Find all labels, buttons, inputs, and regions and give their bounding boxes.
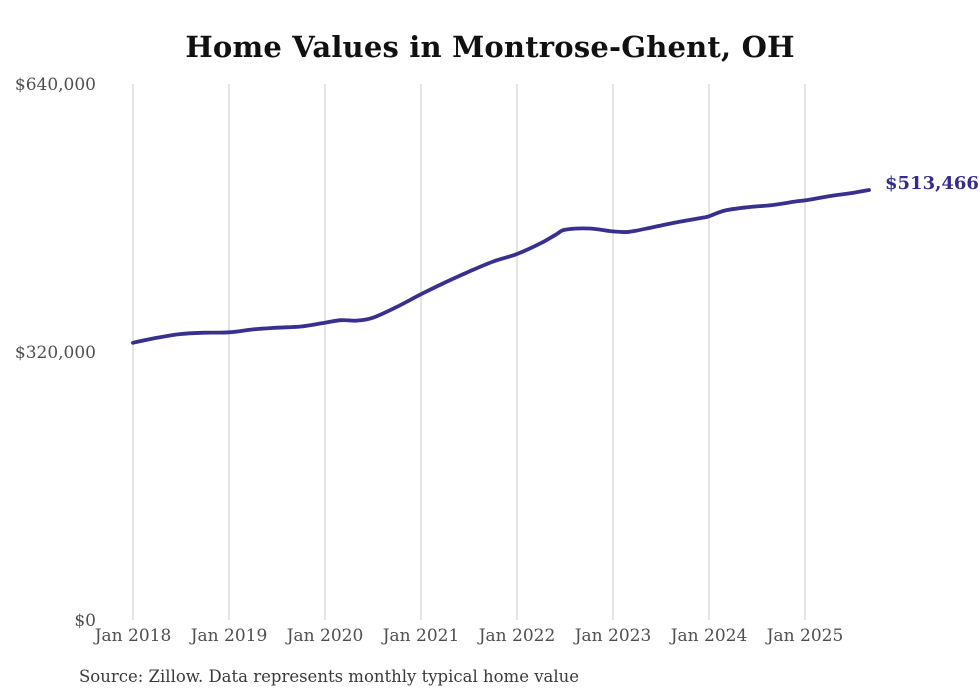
y-tick-label: $0 (74, 611, 96, 631)
x-tick-label: Jan 2024 (669, 626, 748, 646)
home-value-line (131, 188, 871, 345)
y-tick-label: $640,000 (15, 75, 96, 95)
x-tick-label: Jan 2018 (93, 626, 172, 646)
chart-svg: Jan 2018 Jan 2019 Jan 2020 Jan 2021 Jan 2022… (15, 75, 871, 646)
end-value-label: $513,466 (885, 173, 979, 194)
x-tick-label: Jan 2023 (573, 626, 652, 646)
x-tick-label: Jan 2019 (189, 626, 268, 646)
x-tick-label: Jan 2021 (381, 626, 460, 646)
x-tick-label: Jan 2020 (285, 626, 364, 646)
chart-title: Home Values in Montrose-Ghent, OH (185, 30, 795, 64)
x-tick-label: Jan 2025 (765, 626, 844, 646)
x-tick-label: Jan 2022 (477, 626, 556, 646)
y-tick-label: $320,000 (15, 343, 96, 363)
source-note: Source: Zillow. Data represents monthly … (79, 667, 580, 686)
